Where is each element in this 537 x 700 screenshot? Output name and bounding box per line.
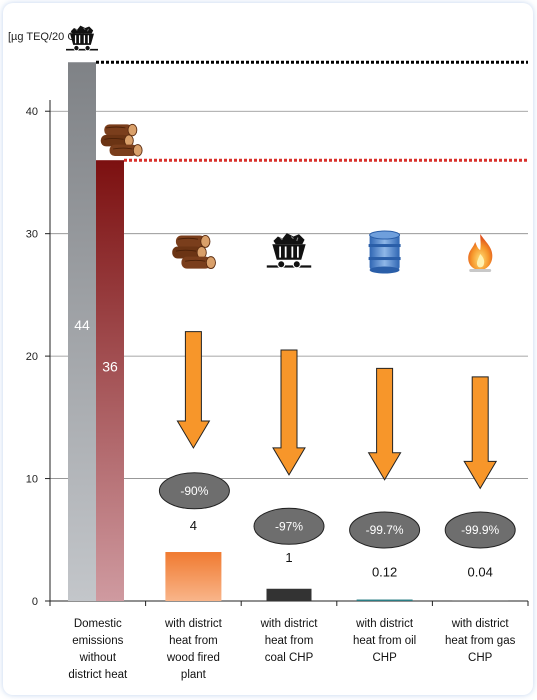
category-label: with district heat from coal CHP <box>260 618 319 664</box>
district-bar-value-label: 1 <box>285 550 292 565</box>
category-label-line: with district <box>355 618 414 630</box>
category-label-line: district heat <box>68 669 128 681</box>
gas-flame-icon <box>468 234 493 273</box>
district-bar-value-label: 0.04 <box>468 565 493 580</box>
category-label: Domestic emissions without district heat <box>68 618 128 681</box>
reduction-arrow <box>176 331 211 449</box>
category-label-line: heat from oil <box>353 635 416 647</box>
category-label: with district heat from wood fired plant <box>164 618 223 681</box>
category-label-line: without <box>79 652 117 664</box>
reduction-arrow <box>367 367 402 481</box>
domestic-bar-label: 36 <box>102 358 118 374</box>
category-label: with district heat from oil CHP <box>353 618 416 664</box>
district-bar-value-label: 0.12 <box>372 565 397 580</box>
reduction-badge-label: -99.9% <box>461 523 499 537</box>
category-label: with district heat from gas CHP <box>445 618 516 664</box>
y-tick-label: 20 <box>26 351 38 363</box>
category-label-line: CHP <box>468 652 493 664</box>
reduction-badge <box>158 472 230 510</box>
y-tick-label: 0 <box>32 596 38 608</box>
coal-cart-icon <box>266 232 312 269</box>
category-label-line: coal CHP <box>265 652 314 664</box>
category-label-line: with district <box>164 618 223 630</box>
domestic-bar-wood <box>96 160 124 601</box>
reduction-badge <box>444 511 516 549</box>
y-tick-label: 40 <box>26 106 38 118</box>
category-label-line: emissions <box>72 635 123 647</box>
oil-barrel-icon <box>368 230 402 275</box>
district-bar-wood <box>165 552 222 601</box>
reduction-badge-label: -99.7% <box>366 523 404 537</box>
category-label-line: wood fired <box>166 652 220 664</box>
domestic-bar-coal <box>68 62 96 601</box>
district-bar-oil <box>356 599 413 601</box>
reduction-arrow <box>272 349 306 476</box>
y-axis-label: [µg TEQ/20 GJ] <box>8 31 84 43</box>
reduction-badge-label: -97% <box>275 519 303 533</box>
wood-logs-icon <box>171 234 216 270</box>
district-bar-value-label: 4 <box>190 518 197 533</box>
category-label-line: plant <box>181 669 207 681</box>
reduction-badge <box>253 507 325 545</box>
y-tick-label: 30 <box>26 229 38 241</box>
category-label-line: heat from gas <box>445 635 516 647</box>
reduction-badge-label: -90% <box>180 484 208 498</box>
category-label-line: with district <box>260 618 319 630</box>
category-label-line: Domestic <box>74 618 122 630</box>
category-label-line: with district <box>451 618 510 630</box>
category-label-line: CHP <box>372 652 397 664</box>
wood-logs-icon <box>100 123 143 157</box>
y-tick-label: 10 <box>26 474 38 486</box>
district-bar-gas <box>452 600 509 601</box>
domestic-bar-label: 44 <box>74 317 90 333</box>
reduction-arrow <box>463 376 498 490</box>
category-label-line: heat from <box>169 635 218 647</box>
category-label-line: heat from <box>265 635 314 647</box>
district-bar-coal <box>266 588 312 601</box>
reduction-badge <box>349 511 421 549</box>
